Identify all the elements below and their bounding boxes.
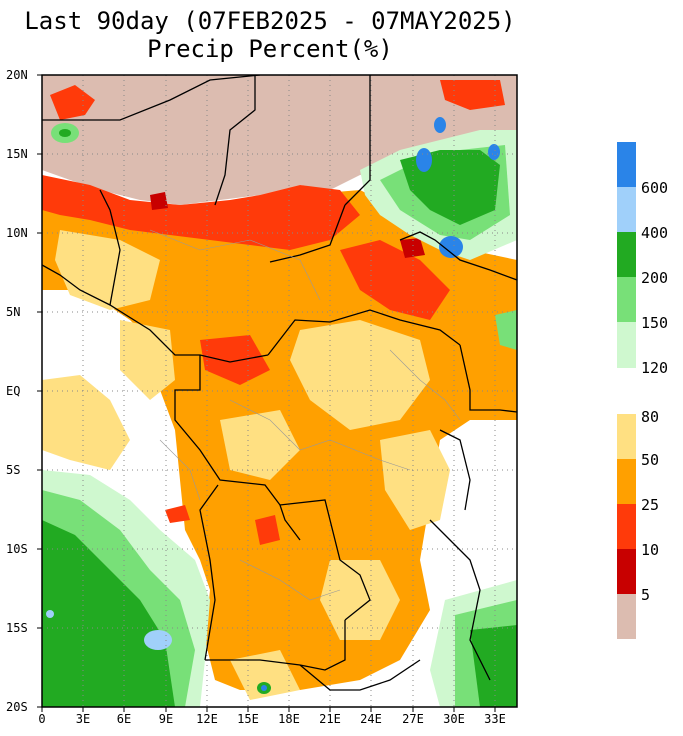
lat-label: 20S — [6, 700, 28, 714]
east-wet-strip — [495, 310, 517, 350]
moderate-deficit-patch — [320, 560, 400, 640]
moderate-deficit-patch — [220, 410, 300, 480]
legend-label-25: 25 — [641, 496, 660, 514]
severe-deficit-patch — [440, 80, 505, 110]
moderate-deficit-patch — [380, 430, 450, 530]
legend-swatch-150 — [617, 277, 636, 322]
sahara-wet-spot — [59, 129, 71, 137]
moderate-deficit-patch — [42, 375, 130, 470]
lon-label: 15E — [237, 712, 259, 726]
atlantic-very-wet-spot — [144, 630, 172, 650]
extreme-deficit-spot — [400, 238, 425, 258]
lat-label: EQ — [6, 384, 21, 398]
lon-label: 18E — [278, 712, 300, 726]
sahara-wet-spot — [261, 685, 267, 691]
moderate-deficit-patch — [120, 320, 175, 400]
extreme-deficit-spot — [150, 192, 168, 210]
legend-label-10: 10 — [641, 541, 660, 559]
lon-label: 0 — [38, 712, 46, 726]
legend-swatch-600 — [617, 142, 636, 187]
lat-label: 5S — [6, 463, 21, 477]
lat-label: 5N — [6, 305, 21, 319]
legend-label-200: 200 — [641, 269, 669, 287]
legend-label-400: 400 — [641, 224, 669, 242]
lon-label: 3E — [75, 712, 91, 726]
legend-swatch-200 — [617, 232, 636, 277]
northeast-very-wet-spot — [488, 144, 500, 160]
legend-label-5: 5 — [641, 586, 651, 604]
severe-deficit-patch — [165, 505, 190, 523]
legend-swatch-400 — [617, 187, 636, 232]
sahel-very-dry-region — [42, 75, 517, 205]
lon-label: 30E — [443, 712, 465, 726]
severe-deficit-patch — [200, 335, 270, 385]
legend-swatch-80 — [617, 414, 636, 459]
lon-label: 21E — [319, 712, 341, 726]
moderate-deficit-patch — [290, 320, 430, 430]
map-subtitle: Precip Percent(%) — [147, 35, 393, 63]
lat-label: 10S — [6, 542, 28, 556]
lon-label: 24E — [360, 712, 382, 726]
severe-deficit-patch — [340, 240, 450, 320]
legend-swatch-25 — [617, 504, 636, 549]
northeast-very-wet-spot — [434, 117, 446, 133]
lon-label: 6E — [116, 712, 132, 726]
lon-label: 33E — [484, 712, 506, 726]
legend-swatch-120 — [617, 322, 636, 368]
legend-label-600: 600 — [641, 179, 669, 197]
admin-borders — [149, 229, 461, 601]
legend-swatch-5 — [617, 594, 636, 639]
lon-label: 9E — [158, 712, 174, 726]
lon-label: 27E — [402, 712, 424, 726]
lat-label: 15S — [6, 621, 28, 635]
lat-label: 10N — [6, 226, 28, 240]
southeast-wet-region — [470, 625, 517, 707]
legend-label-80: 80 — [641, 408, 660, 426]
atlantic-very-wet-spot — [46, 610, 54, 618]
northeast-very-wet-spot — [439, 236, 463, 258]
lon-label: 12E — [196, 712, 218, 726]
southwest-wet-region — [42, 520, 175, 707]
legend-label-50: 50 — [641, 451, 660, 469]
legend-swatch-50 — [617, 459, 636, 504]
lat-label: 20N — [6, 68, 28, 82]
lat-lon-grid — [42, 75, 517, 707]
legend-label-120: 120 — [641, 359, 669, 377]
lat-label: 15N — [6, 147, 28, 161]
severe-deficit-patch — [255, 515, 280, 545]
map-title: Last 90day (07FEB2025 - 07MAY2025) — [24, 7, 516, 35]
legend-swatch-10 — [617, 549, 636, 594]
axis-ticks — [37, 74, 496, 712]
legend-label-150: 150 — [641, 314, 669, 332]
northeast-very-wet-spot — [416, 148, 432, 172]
severe-deficit-patch — [50, 85, 95, 120]
severe-deficit-band — [42, 175, 360, 250]
country-borders — [42, 75, 517, 691]
